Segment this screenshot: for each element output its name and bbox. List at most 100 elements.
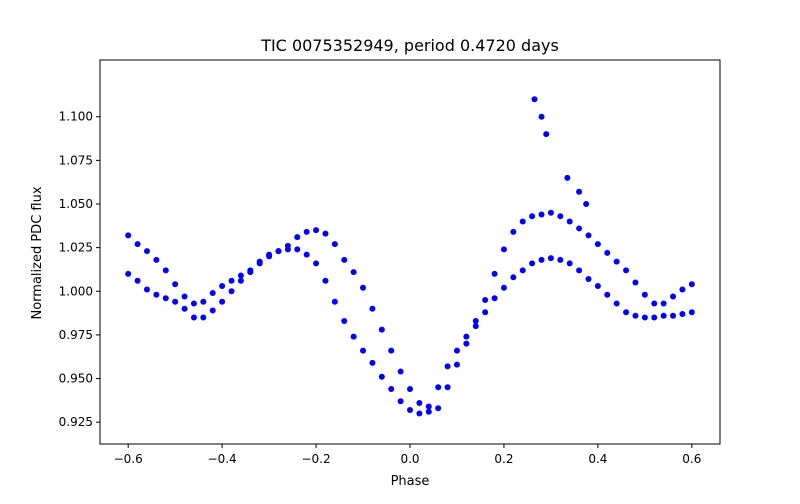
data-point — [247, 269, 254, 276]
data-point — [209, 290, 216, 297]
y-tick-label: 0.975 — [59, 328, 93, 342]
data-point — [153, 256, 160, 263]
data-point — [594, 241, 601, 248]
y-tick-label: 1.025 — [59, 241, 93, 255]
data-point — [331, 298, 338, 305]
data-point — [190, 314, 197, 321]
data-point — [125, 270, 132, 277]
data-point — [407, 406, 413, 413]
data-point — [641, 291, 648, 298]
x-axis-label: Phase — [391, 474, 430, 489]
y-tick-label: 1.075 — [59, 153, 93, 167]
data-point — [313, 227, 320, 234]
data-point — [613, 258, 620, 265]
data-point — [472, 323, 479, 330]
data-point — [576, 188, 583, 195]
data-point — [162, 267, 169, 274]
data-point — [679, 310, 686, 317]
data-point — [651, 300, 658, 307]
data-point — [547, 255, 554, 262]
data-point — [632, 312, 639, 319]
data-point — [594, 283, 601, 290]
data-point — [284, 242, 291, 249]
data-point — [294, 234, 301, 241]
y-tick-label: 1.050 — [59, 197, 93, 211]
data-point — [482, 297, 489, 303]
data-point — [416, 399, 423, 406]
data-points — [125, 96, 695, 417]
data-point — [134, 277, 141, 284]
data-point — [435, 405, 442, 412]
x-tick-label: 0.0 — [400, 452, 419, 466]
data-point — [266, 253, 273, 260]
data-point — [585, 276, 592, 283]
data-point — [564, 174, 571, 181]
data-point — [237, 277, 244, 284]
data-point — [125, 232, 132, 239]
data-point — [143, 286, 150, 293]
data-point — [510, 274, 517, 281]
data-point — [583, 201, 590, 207]
y-tick-label: 0.925 — [59, 415, 93, 429]
data-point — [679, 286, 686, 293]
data-point — [500, 246, 507, 253]
data-point — [576, 267, 583, 274]
data-point — [482, 309, 489, 316]
data-point — [407, 386, 413, 393]
data-point — [378, 373, 385, 380]
data-point — [529, 260, 536, 267]
data-point — [275, 248, 282, 255]
data-point — [369, 305, 376, 312]
data-point — [688, 281, 695, 288]
data-point — [181, 293, 188, 300]
y-axis-label: Normalized PDC flux — [30, 186, 45, 319]
data-point — [341, 256, 348, 263]
y-tick-label: 0.950 — [59, 372, 93, 386]
data-point — [172, 281, 179, 288]
data-point — [378, 326, 385, 333]
chart-title: TIC 0075352949, period 0.4720 days — [260, 36, 559, 55]
data-point — [219, 298, 226, 305]
data-point — [153, 291, 160, 298]
data-point — [134, 241, 141, 248]
data-point — [585, 232, 592, 239]
data-point — [388, 386, 395, 393]
data-point — [190, 300, 197, 307]
data-point — [557, 256, 564, 263]
data-point — [500, 284, 507, 291]
data-point — [566, 218, 573, 225]
data-point — [322, 230, 329, 237]
data-point — [425, 403, 432, 410]
data-point — [397, 368, 404, 375]
data-point — [670, 293, 677, 300]
x-tick-label: −0.6 — [114, 452, 143, 466]
data-point — [416, 410, 423, 417]
data-point — [604, 291, 611, 298]
data-point — [228, 288, 235, 295]
data-point — [491, 270, 498, 277]
data-point — [219, 283, 226, 290]
data-point — [162, 295, 169, 302]
data-point — [543, 131, 550, 138]
data-point — [331, 241, 338, 248]
data-point — [303, 251, 310, 258]
data-point — [350, 269, 357, 276]
data-point — [613, 300, 620, 307]
data-point — [651, 314, 658, 321]
data-point — [294, 246, 301, 253]
data-point — [237, 272, 244, 279]
data-point — [388, 347, 395, 354]
x-tick-label: 0.4 — [588, 452, 607, 466]
data-point — [350, 333, 357, 340]
data-point — [435, 384, 442, 391]
data-point — [209, 307, 216, 314]
data-point — [463, 333, 470, 340]
data-point — [172, 298, 179, 305]
data-point — [313, 260, 320, 267]
data-point — [547, 209, 554, 216]
data-point — [632, 279, 639, 286]
data-point — [200, 298, 207, 305]
data-point — [623, 309, 630, 316]
data-point — [641, 314, 648, 321]
